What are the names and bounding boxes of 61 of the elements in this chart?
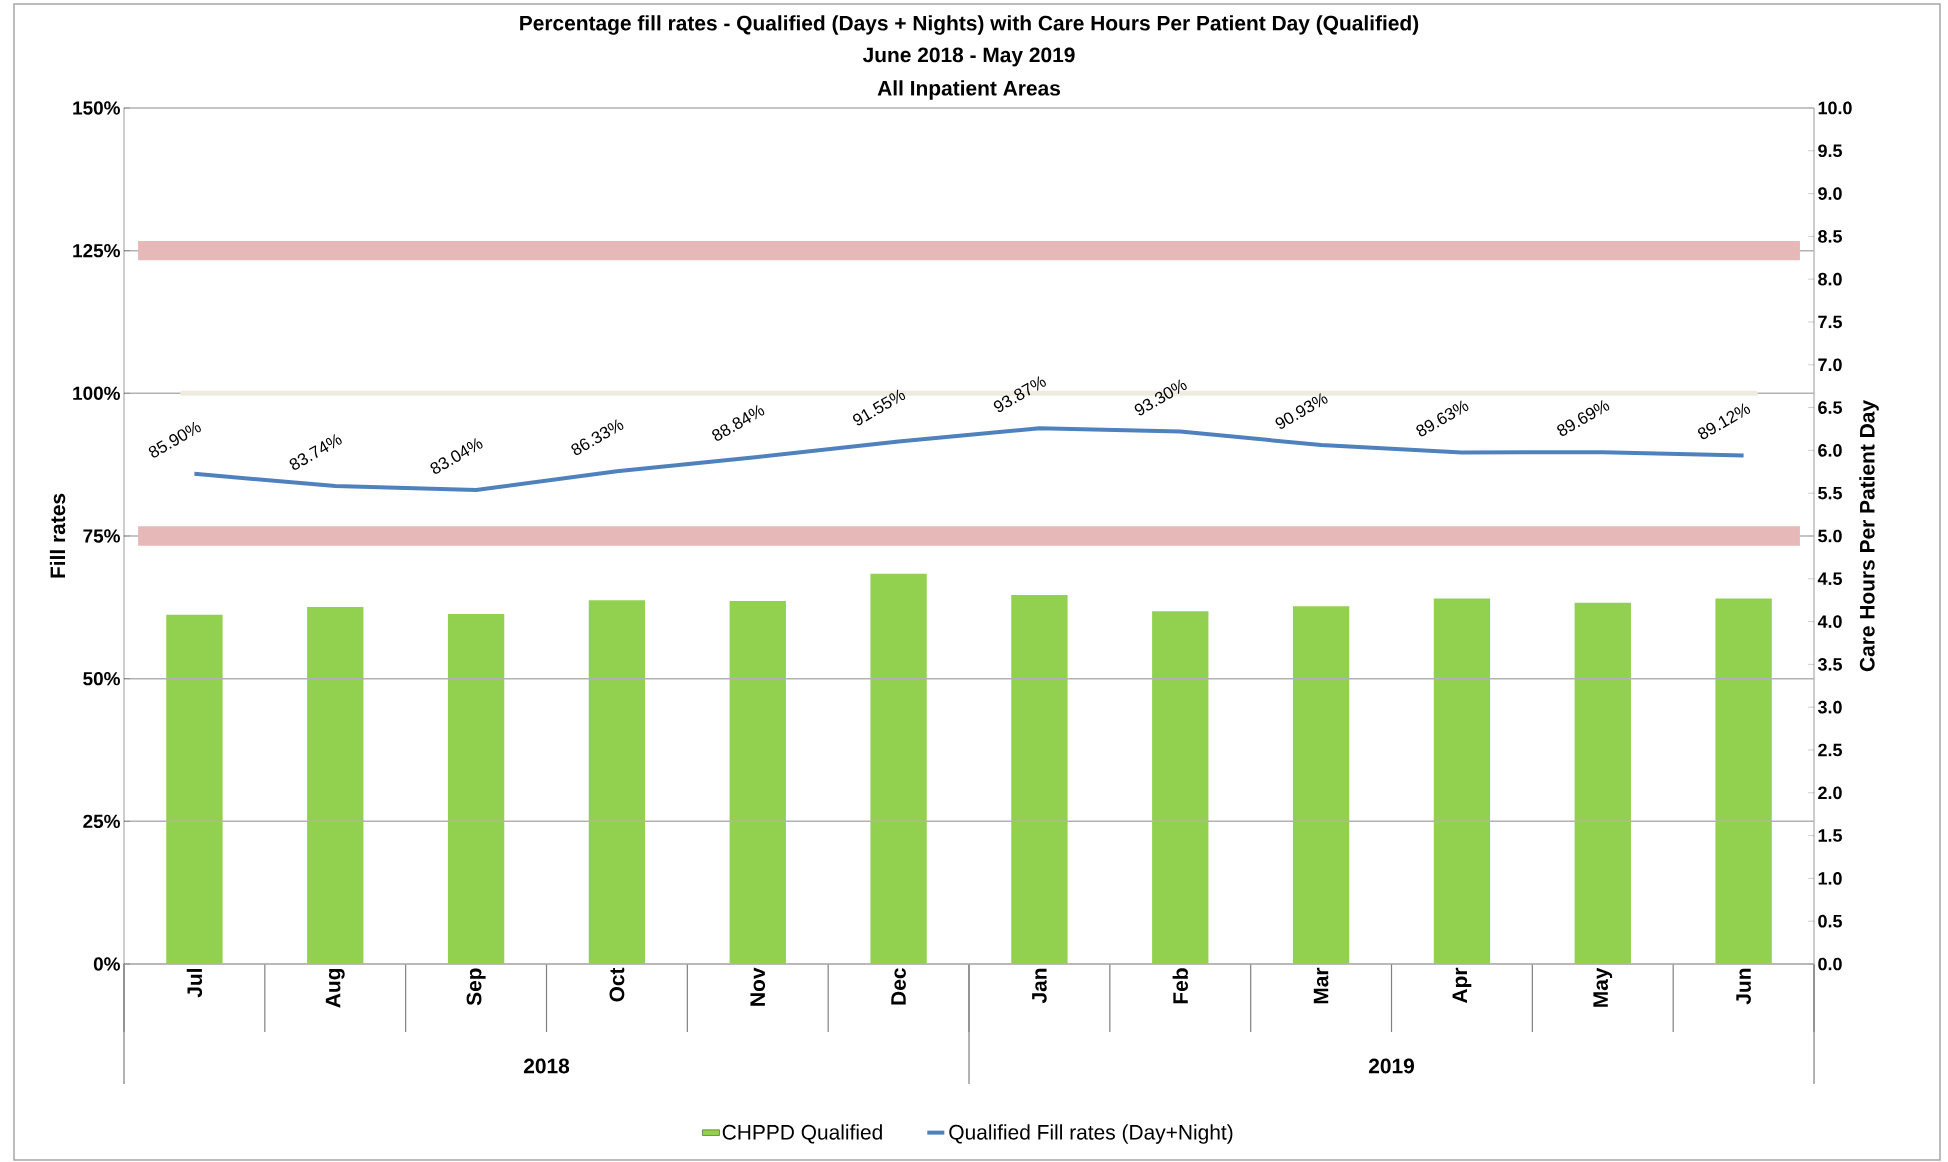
y-tick-label: 50%	[83, 671, 120, 686]
text: All Inpatient Areas	[877, 80, 1060, 100]
y2-tick-label: 0.0	[1818, 957, 1842, 971]
bar	[1433, 598, 1491, 964]
y2-tick-label: 7.5	[1818, 315, 1842, 329]
x-tick-label: Oct	[609, 967, 625, 1002]
x-tick-label: Sep	[466, 968, 486, 1006]
y2-tick-label: 2.5	[1818, 743, 1842, 757]
y2-tick-label: 6.0	[1818, 444, 1842, 457]
chart-subtitle: June 2018 - May 2019	[862, 47, 1075, 67]
x-tick-label: Dec	[891, 968, 906, 1005]
bar	[1715, 598, 1772, 964]
x-tick-label: Aug	[325, 968, 345, 1008]
y2-tick-label: 8.5	[1818, 230, 1842, 243]
bar	[729, 601, 786, 964]
bar	[588, 600, 646, 964]
bar	[1292, 606, 1350, 964]
y2-tick-label: 10.0	[1818, 101, 1852, 115]
y2-tick-label: 3.5	[1817, 658, 1842, 671]
y-tick-label: 0%	[93, 957, 120, 971]
y2-tick-label: 7.0	[1818, 358, 1842, 372]
text: 2018	[523, 1058, 570, 1074]
bar	[1574, 602, 1631, 964]
y-tick-label: 150%	[73, 101, 120, 115]
y-tick-label: 25%	[83, 814, 120, 829]
x-tick-label: Apr	[1452, 967, 1472, 1004]
bar	[1011, 595, 1068, 964]
y2-tick-label: 5.5	[1818, 486, 1842, 500]
bar	[870, 573, 927, 964]
y2-tick-label: 1.0	[1818, 872, 1842, 885]
x-tick-label: Jul	[186, 969, 203, 998]
y2-axis-title: Care Hours Per Patient Day	[1859, 400, 1879, 672]
y-tick-label: 75%	[83, 529, 120, 543]
y2-tick-label: 4.0	[1817, 615, 1842, 628]
y2-tick-label: 9.5	[1818, 144, 1842, 158]
bar	[166, 614, 223, 964]
bar	[447, 613, 505, 964]
y2-tick-label: 4.5	[1817, 572, 1842, 586]
y-axis-title: Fill rates	[49, 493, 66, 578]
y2-tick-label: 5.0	[1818, 529, 1842, 543]
legend-label: Qualified Fill rates (Day+Night)	[949, 1124, 1233, 1144]
text: 2019	[1368, 1058, 1414, 1074]
y2-tick-label: 6.5	[1818, 401, 1842, 414]
legend-label: CHPPD Qualified	[722, 1124, 882, 1144]
y2-tick-label: 1.5	[1818, 829, 1842, 842]
y2-tick-label: 2.0	[1818, 786, 1842, 800]
bar	[1152, 611, 1209, 964]
y2-tick-label: 8.0	[1818, 272, 1842, 286]
y2-tick-label: 9.0	[1818, 187, 1842, 200]
x-tick-label: May	[1593, 967, 1613, 1007]
x-tick-label: Jan	[1032, 968, 1047, 1004]
x-tick-label: Jun	[1736, 968, 1751, 1005]
chart-title: Percentage fill rates - Qualified (Days + Nights) with Care Hours Per Patient Day (Qualified)	[520, 15, 1419, 35]
y-tick-label: 100%	[73, 386, 120, 401]
x-tick-label: Nov	[750, 967, 766, 1006]
y2-tick-label: 3.0	[1817, 700, 1842, 714]
y2-tick-label: 0.5	[1818, 914, 1842, 928]
x-tick-label: Feb	[1172, 968, 1188, 1004]
y-tick-label: 125%	[73, 243, 120, 258]
x-tick-label: Mar	[1313, 967, 1329, 1004]
bar	[307, 607, 364, 964]
